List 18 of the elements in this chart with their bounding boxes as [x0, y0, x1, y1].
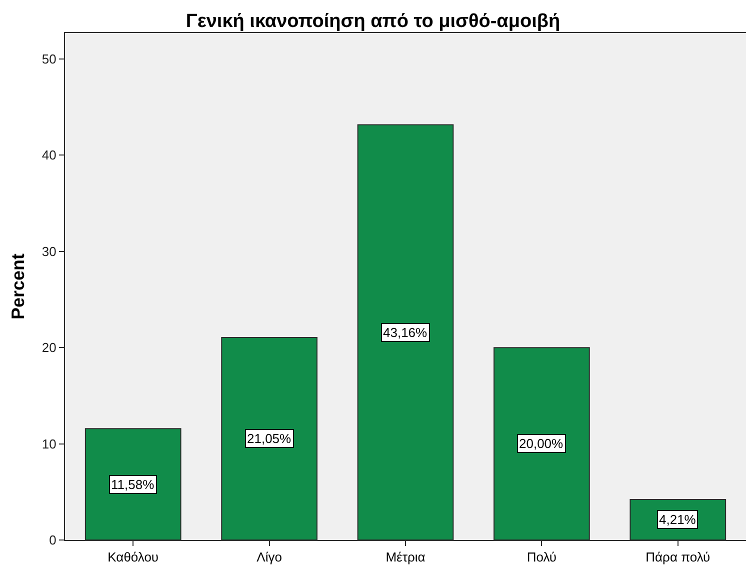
y-axis-title: Percent: [8, 253, 28, 320]
y-tick-label: 10: [42, 436, 56, 452]
data-label: 11,58%: [111, 477, 155, 492]
chart-title: Γενική ικανοποίηση από το μισθό-αμοιβή: [186, 11, 560, 32]
data-label: 4,21%: [659, 512, 696, 527]
data-label: 43,16%: [383, 325, 428, 340]
y-tick-label: 20: [42, 340, 56, 356]
x-tick-label: Πολύ: [526, 550, 557, 565]
x-tick-label: Μέτρια: [386, 550, 426, 565]
x-tick-label: Λίγο: [256, 550, 282, 565]
y-tick-label: 40: [42, 148, 56, 163]
x-tick-label: Καθόλου: [108, 550, 159, 565]
data-label: 20,00%: [519, 436, 564, 451]
data-label: 21,05%: [247, 431, 292, 446]
x-tick-label: Πάρα πολύ: [646, 550, 710, 565]
y-tick-label: 0: [49, 532, 56, 548]
y-tick-label: 30: [42, 244, 56, 259]
y-tick-label: 50: [42, 52, 56, 67]
